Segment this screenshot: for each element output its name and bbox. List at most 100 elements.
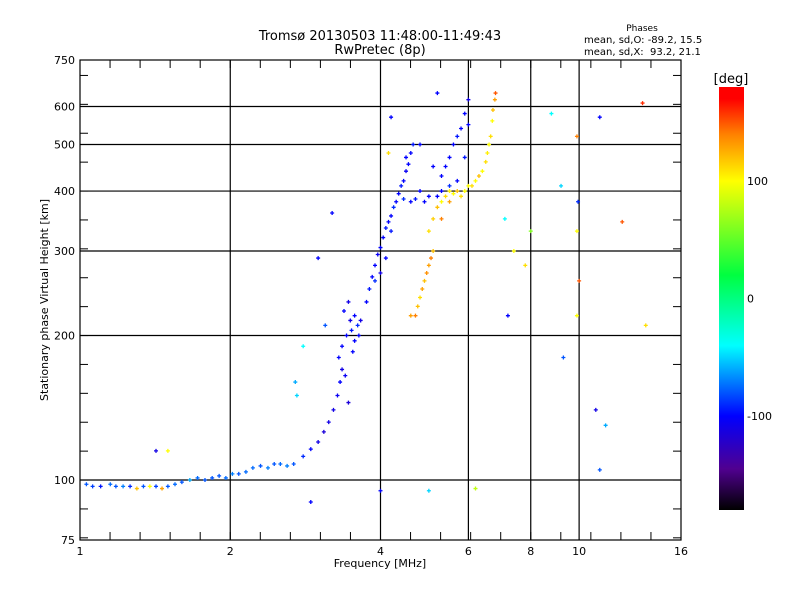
data-point [426,488,431,493]
data-point [447,199,452,204]
data-point [408,199,413,204]
data-point [408,151,413,156]
data-point [134,486,139,491]
data-point [426,263,431,268]
data-point [408,313,413,318]
data-point [341,308,346,313]
data-point [466,97,471,102]
data-point [291,461,296,466]
data-point [340,367,345,372]
data-point [386,219,391,224]
data-point [331,407,336,412]
tick-labels: 1 2 4 6 8 10 16 75 100 200 300 400 500 600 750 [54,54,688,558]
data-point [462,155,467,160]
x-tick-label: 8 [527,545,534,558]
data-point [367,287,372,292]
colorbar [719,87,744,510]
data-point [466,183,471,188]
data-point [121,484,126,489]
data-point [435,205,440,210]
data-point [447,189,452,194]
data-point [406,162,411,167]
data-point [348,318,353,323]
data-point [98,484,103,489]
data-point [431,164,436,169]
data-point [147,484,152,489]
data-point [493,91,498,96]
data-point [574,229,579,234]
data-point [301,454,306,459]
y-tick-label: 500 [54,139,75,152]
data-point [358,318,363,323]
x-axis-label: Frequency [MHz] [334,557,426,570]
data-point [202,478,207,483]
data-point [195,475,200,480]
data-point [323,323,328,328]
x-tick-label: 10 [572,545,586,558]
data-point [355,323,360,328]
data-point [370,274,375,279]
y-tick-label: 750 [54,54,75,67]
data-point [316,256,321,261]
data-point [356,333,361,338]
data-point [418,295,423,300]
y-tick-label: 100 [54,474,75,487]
data-point [447,183,452,188]
data-point [466,122,471,127]
data-point [483,159,488,164]
data-point [84,482,89,487]
data-point [435,91,440,96]
y-tick-label: 600 [54,101,75,114]
data-point [487,142,492,147]
data-point [447,155,452,160]
data-point [141,484,146,489]
data-point [422,278,427,283]
data-point [154,484,159,489]
data-point [128,484,133,489]
data-point [386,151,391,156]
data-point [439,173,444,178]
data-point [528,229,533,234]
y-axis-label: Stationary phase Virtual Height [km] [38,199,51,401]
data-point [462,111,467,116]
data-point [364,299,369,304]
data-point [576,199,581,204]
data-point [352,338,357,343]
data-point [346,299,351,304]
data-point [620,219,625,224]
plot-frame [79,59,682,541]
data-point [459,194,464,199]
data-point [462,189,467,194]
data-point [344,333,349,338]
data-point [301,344,306,349]
data-point [293,380,298,385]
data-point [321,429,326,434]
data-point [597,115,602,120]
data-point [439,216,444,221]
data-point [593,407,598,412]
data-point [375,252,380,257]
chart-subtitle: RwPretec (8p) [334,43,425,58]
data-point [640,101,645,106]
data-point [378,245,383,250]
data-point [415,304,420,309]
data-point [165,448,170,453]
x-tick-label: 2 [227,545,234,558]
data-points [84,91,648,504]
data-point [383,256,388,261]
stats-x: mean, sd,X: 93.2, 21.1 [584,47,701,58]
data-point [490,118,495,123]
data-point [574,134,579,139]
data-point [258,463,263,468]
data-point [113,484,118,489]
data-point [404,155,409,160]
data-point [473,486,478,491]
data-point [424,270,429,275]
data-point [389,213,394,218]
y-tick-label: 400 [54,185,75,198]
data-point [340,344,345,349]
data-point [469,183,474,188]
data-point [485,151,490,156]
data-point [443,194,448,199]
x-tick-label: 16 [674,545,688,558]
